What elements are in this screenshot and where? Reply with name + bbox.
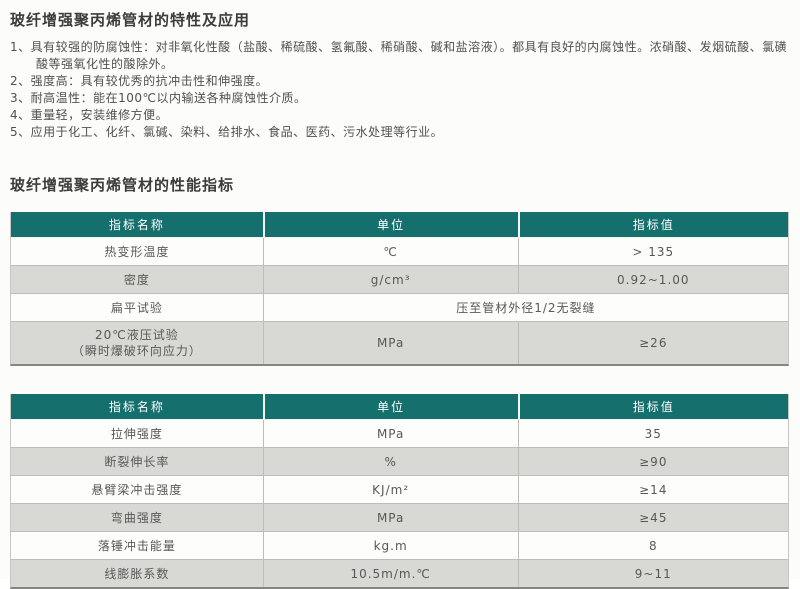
table-row: 弯曲强度 MPa ≥45 xyxy=(11,503,788,531)
value-cell: 9~11 xyxy=(517,559,788,587)
table-row: 20℃液压试验 （瞬时爆破环向应力） MPa ≥26 xyxy=(11,321,788,364)
table-row: 悬臂梁冲击强度 KJ/m² ≥14 xyxy=(11,475,788,503)
value-cell: ≥26 xyxy=(517,321,788,364)
unit-cell: MPa xyxy=(262,321,518,364)
merged-value-cell: 压至管材外径1/2无裂缝 xyxy=(262,293,788,321)
unit-cell: KJ/m² xyxy=(262,475,518,503)
table-spacer xyxy=(10,366,790,394)
value-cell: ≥45 xyxy=(517,503,788,531)
indicator-name-cell: 密度 xyxy=(11,265,263,293)
value-cell: > 135 xyxy=(517,238,788,265)
header-unit: 单位 xyxy=(262,212,518,238)
indicator-name-cell: 断裂伸长率 xyxy=(11,447,263,475)
header-indicator-name: 指标名称 xyxy=(11,212,263,238)
indicator-name-cell: 悬臂梁冲击强度 xyxy=(11,475,263,503)
spec-table-2: 指标名称 单位 指标值 拉伸强度 MPa 35 断裂伸长率 % ≥90 悬臂梁冲… xyxy=(10,394,789,589)
table-row: 热变形温度 ℃ > 135 xyxy=(11,238,788,265)
unit-cell: MPa xyxy=(262,503,518,531)
indicator-name-cell: 落锤冲击能量 xyxy=(11,531,263,559)
feature-item-3: 3、耐高温性：能在100℃以内输送各种腐蚀性介质。 xyxy=(10,91,307,105)
header-indicator-name: 指标名称 xyxy=(11,394,263,420)
table-row: 扁平试验 压至管材外径1/2无裂缝 xyxy=(11,293,788,321)
indicator-name-cell: 扁平试验 xyxy=(11,293,263,321)
unit-cell: g/cm³ xyxy=(262,265,518,293)
table-row: 密度 g/cm³ 0.92~1.00 xyxy=(11,265,788,293)
table-row: 断裂伸长率 % ≥90 xyxy=(11,447,788,475)
indicator-name-cell: 拉伸强度 xyxy=(11,420,263,447)
unit-cell: MPa xyxy=(262,420,518,447)
table-row: 线膨胀系数 10.5m/m.℃ 9~11 xyxy=(11,559,788,587)
table-header-row: 指标名称 单位 指标值 xyxy=(11,212,788,238)
specs-section-title: 玻纤增强聚丙烯管材的性能指标 xyxy=(10,176,235,194)
header-indicator-value: 指标值 xyxy=(517,394,788,420)
value-cell: ≥90 xyxy=(517,447,788,475)
unit-cell: kg.m xyxy=(262,531,518,559)
indicator-name-cell: 20℃液压试验 （瞬时爆破环向应力） xyxy=(11,321,263,364)
table-header-row: 指标名称 单位 指标值 xyxy=(11,394,788,420)
header-unit: 单位 xyxy=(262,394,518,420)
feature-item-5: 5、应用于化工、化纤、氯碱、染料、给排水、食品、医药、污水处理等行业。 xyxy=(10,125,444,139)
indicator-name-cell: 热变形温度 xyxy=(11,238,263,265)
unit-cell: ℃ xyxy=(262,238,518,265)
table-row: 落锤冲击能量 kg.m 8 xyxy=(11,531,788,559)
table-row: 拉伸强度 MPa 35 xyxy=(11,420,788,447)
value-cell: ≥14 xyxy=(517,475,788,503)
indicator-name-cell: 线膨胀系数 xyxy=(11,559,263,587)
header-indicator-value: 指标值 xyxy=(517,212,788,238)
feature-item-4: 4、重量轻，安装维修方便。 xyxy=(10,108,169,122)
feature-item-2: 2、强度高：具有较优秀的抗冲击性和伸强度。 xyxy=(10,74,269,88)
unit-cell: 10.5m/m.℃ xyxy=(262,559,518,587)
spec-table-1: 指标名称 单位 指标值 热变形温度 ℃ > 135 密度 g/cm³ 0.92~… xyxy=(10,212,789,366)
features-section-title: 玻纤增强聚丙烯管材的特性及应用 xyxy=(10,11,251,29)
unit-cell: % xyxy=(262,447,518,475)
value-cell: 0.92~1.00 xyxy=(517,265,788,293)
feature-list: 1、具有较强的防腐蚀性：对非氧化性酸（盐酸、稀硫酸、氢氟酸、稀硝酸、碱和盐溶液）… xyxy=(10,39,790,141)
value-cell: 35 xyxy=(517,420,788,447)
feature-item-1: 1、具有较强的防腐蚀性：对非氧化性酸（盐酸、稀硫酸、氢氟酸、稀硝酸、碱和盐溶液）… xyxy=(10,40,788,71)
indicator-name-cell: 弯曲强度 xyxy=(11,503,263,531)
value-cell: 8 xyxy=(517,531,788,559)
